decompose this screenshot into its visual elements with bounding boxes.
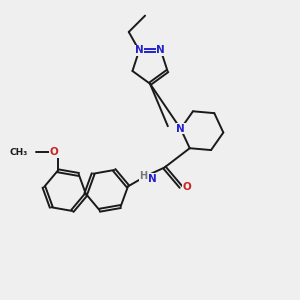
Text: N: N <box>176 124 185 134</box>
Text: N: N <box>135 45 143 56</box>
Text: O: O <box>183 182 192 192</box>
Text: CH₃: CH₃ <box>9 148 27 157</box>
Text: N: N <box>148 174 157 184</box>
Text: N: N <box>157 45 165 56</box>
Text: H: H <box>140 171 148 182</box>
Text: O: O <box>50 147 58 157</box>
